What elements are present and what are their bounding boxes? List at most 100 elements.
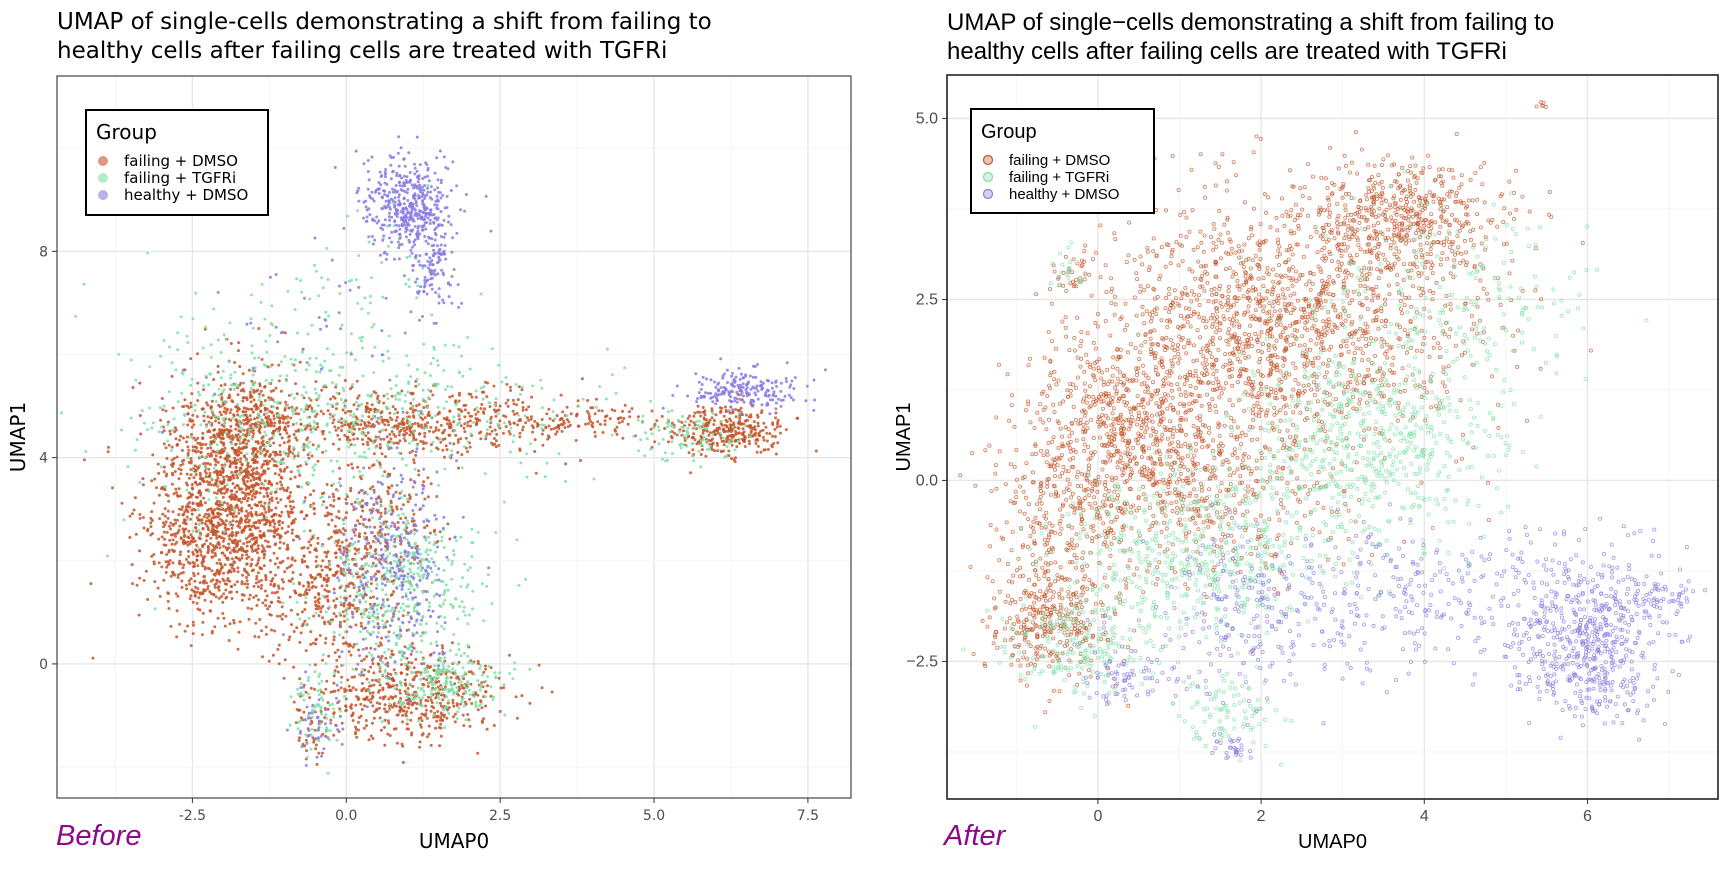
data-point [393,407,397,411]
data-point [288,494,292,498]
data-point [210,511,214,515]
data-point [196,572,200,576]
data-point [414,438,418,442]
data-point [245,422,249,425]
data-point [165,530,169,534]
data-point [204,466,208,469]
data-point [309,686,313,690]
data-point [759,429,763,433]
data-point [456,440,460,444]
data-point [357,607,361,611]
data-point [614,429,617,433]
data-point [401,559,405,563]
data-point [411,642,414,645]
data-point [164,571,168,574]
data-point [214,534,218,537]
data-point [489,694,493,698]
data-point [298,473,302,477]
data-point [377,603,381,607]
data-point [370,565,374,569]
data-point [554,432,558,436]
data-point [372,595,375,599]
data-point [219,413,223,417]
data-point [734,408,738,411]
data-point [367,681,371,684]
data-point [628,415,632,419]
data-point [377,422,381,425]
data-point [387,527,391,531]
data-point [295,277,299,281]
data-point [204,425,208,429]
data-point [423,423,427,427]
data-point [82,282,86,286]
data-point [185,334,189,338]
data-point [250,607,253,611]
data-point [245,452,249,456]
data-point [479,683,483,687]
data-point [379,728,383,732]
data-point [369,734,373,738]
data-point [332,587,336,591]
data-point [302,396,306,400]
data-point [327,559,331,563]
data-point [264,339,268,343]
data-point [462,692,466,696]
data-point [771,423,775,427]
data-point [725,437,729,441]
data-point [299,418,302,422]
data-point [224,509,228,513]
data-point [397,422,401,426]
data-point [387,440,391,444]
data-point [186,445,190,449]
data-point [222,443,226,447]
data-point [742,439,746,443]
data-point [325,679,329,683]
data-point [429,389,433,393]
data-point [237,450,241,454]
data-point [238,488,242,491]
data-point [443,616,447,619]
data-point [214,595,218,599]
data-point [359,477,363,481]
data-point [208,463,212,466]
data-point [324,687,328,691]
data-point [557,427,561,430]
data-point [308,451,312,455]
data-point [229,489,233,493]
data-point [364,408,368,412]
data-point [442,670,445,674]
data-point [252,536,256,540]
data-point [492,437,496,440]
data-point [187,579,191,583]
data-point [406,597,410,601]
data-point [242,542,246,546]
data-point [278,453,282,457]
data-point [475,421,479,425]
data-point [691,448,695,452]
data-point [215,568,219,572]
data-point [299,422,303,426]
data-point [382,437,386,441]
data-point [306,436,310,440]
data-point [265,412,269,415]
data-point [229,342,233,345]
data-point [479,685,483,689]
data-point [206,545,210,548]
data-point [273,472,277,476]
data-point [134,378,138,382]
data-point [202,496,206,500]
data-point [275,487,279,491]
data-point [402,609,406,612]
data-point [362,524,366,528]
data-point [440,686,444,689]
data-point [272,417,276,421]
data-point [245,540,249,544]
data-point [280,578,284,581]
data-point [386,719,390,723]
data-point [317,593,321,597]
data-point [433,682,437,686]
data-point [182,535,186,539]
data-point [382,600,385,604]
data-point [307,616,311,620]
data-point [419,622,423,626]
